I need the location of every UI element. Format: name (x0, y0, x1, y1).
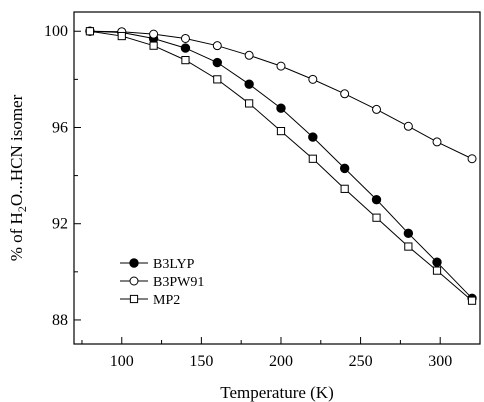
y-axis-title: % of H2O...HCN isomer (7, 94, 29, 261)
data-point-b3pw91 (432, 137, 442, 147)
data-point-b3lyp (276, 103, 286, 113)
data-point-b3lyp (432, 257, 442, 267)
series-b3pw91 (85, 26, 477, 164)
data-point-b3pw91 (403, 121, 413, 131)
legend-entry-b3lyp: B3LYP (120, 257, 195, 272)
data-point-mp2 (276, 126, 286, 136)
data-point-mp2 (432, 266, 442, 275)
data-point-mp2 (117, 31, 126, 41)
data-point-mp2 (404, 242, 413, 251)
legend-label-mp2: MP2 (153, 293, 180, 308)
data-point-b3pw91 (276, 61, 286, 71)
legend-label-b3pw91: B3PW91 (153, 275, 204, 290)
data-point-mp2 (308, 154, 317, 163)
data-point-b3pw91 (308, 74, 318, 84)
legend-marker-mp2 (129, 294, 139, 304)
data-point-b3pw91 (180, 33, 190, 43)
data-point-b3lyp (308, 132, 318, 142)
data-point-b3lyp (371, 194, 382, 205)
y-tick-label: 96 (52, 119, 68, 136)
data-point-b3pw91 (372, 104, 382, 114)
x-tick-label: 250 (349, 353, 373, 370)
y-tick-labels: 88 92 96 100 (44, 23, 68, 329)
legend-entry-b3pw91: B3PW91 (120, 275, 204, 290)
data-point-mp2 (149, 41, 158, 50)
data-point-b3lyp (212, 57, 222, 68)
data-point-b3pw91 (149, 29, 159, 39)
data-point-mp2 (213, 75, 222, 84)
y-axis-title-part-2: O...HCN isomer (7, 94, 26, 206)
y-axis-title-subscript: 2 (15, 206, 29, 212)
plot-frame (73, 11, 481, 345)
series-layer (85, 26, 477, 305)
data-point-b3lyp (403, 228, 414, 239)
series-mp2 (85, 27, 477, 305)
data-point-mp2 (340, 184, 349, 193)
y-tick-label: 88 (52, 312, 68, 329)
x-tick-label: 200 (269, 353, 293, 370)
legend-marker-b3lyp (129, 258, 139, 268)
data-point-b3pw91 (340, 89, 350, 99)
data-point-b3lyp (244, 79, 254, 89)
x-tick-labels: 100 150 200 250 300 (110, 353, 452, 370)
x-axis-title: Temperature (K) (220, 383, 334, 402)
data-point-mp2 (245, 99, 254, 108)
y-tick-label: 100 (44, 23, 68, 40)
data-point-b3lyp (180, 43, 191, 53)
legend-label-b3lyp: B3LYP (153, 257, 195, 272)
data-point-mp2 (467, 296, 477, 305)
data-point-mp2 (372, 213, 381, 222)
x-tick-label: 100 (110, 353, 134, 370)
series-line-b3pw91 (89, 30, 473, 160)
data-point-mp2 (85, 27, 95, 36)
data-point-b3pw91 (467, 154, 477, 164)
x-tick-label: 300 (428, 353, 452, 370)
data-point-mp2 (181, 56, 190, 65)
legend-marker-b3pw91 (129, 276, 139, 286)
y-axis-title-part-1: % of H (7, 212, 26, 261)
x-tick-label: 150 (189, 353, 213, 370)
data-point-b3pw91 (212, 41, 222, 51)
data-point-b3lyp (339, 163, 350, 174)
legend: B3LYP B3PW91 MP2 (120, 257, 204, 308)
axis-ticks (74, 30, 481, 344)
legend-entry-mp2: MP2 (120, 293, 180, 308)
series-line-mp2 (89, 30, 473, 302)
y-tick-label: 92 (52, 216, 68, 233)
data-point-b3pw91 (244, 50, 254, 60)
series-line-b3lyp (89, 30, 473, 299)
